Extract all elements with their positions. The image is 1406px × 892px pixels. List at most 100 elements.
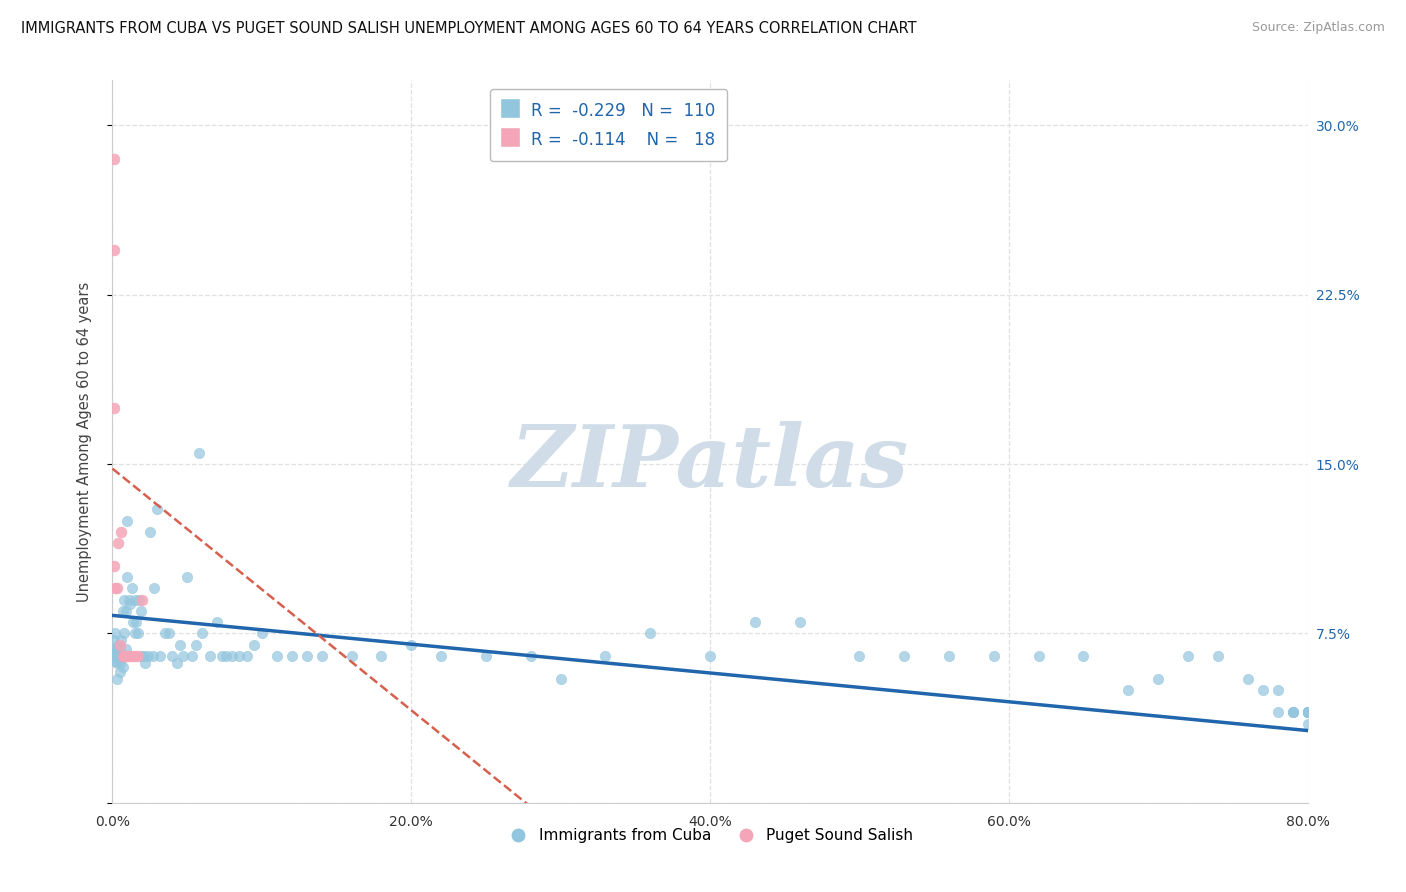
Point	[640, 626, 662, 640]
Point	[143, 582, 166, 596]
Point	[122, 615, 145, 630]
Point	[115, 642, 138, 657]
Point	[1206, 648, 1229, 663]
Point	[1296, 706, 1319, 720]
Point	[103, 633, 125, 648]
Point	[1251, 682, 1274, 697]
Point	[1177, 648, 1199, 663]
Point	[105, 642, 128, 657]
Point	[107, 536, 129, 550]
Point	[117, 570, 139, 584]
Point	[127, 626, 149, 640]
Point	[250, 626, 273, 640]
Point	[266, 648, 288, 663]
Point	[124, 626, 146, 640]
Point	[115, 604, 138, 618]
Point	[146, 502, 169, 516]
Point	[118, 648, 141, 663]
Point	[110, 524, 132, 539]
Point	[103, 558, 125, 573]
Point	[1296, 706, 1319, 720]
Point	[142, 648, 165, 663]
Point	[1296, 706, 1319, 720]
Point	[104, 654, 127, 668]
Point	[117, 648, 139, 663]
Point	[340, 648, 363, 663]
Point	[1281, 706, 1303, 720]
Point	[110, 633, 132, 648]
Point	[180, 648, 202, 663]
Point	[744, 615, 766, 630]
Point	[124, 592, 146, 607]
Point	[893, 648, 915, 663]
Point	[789, 615, 811, 630]
Y-axis label: Unemployment Among Ages 60 to 64 years: Unemployment Among Ages 60 to 64 years	[77, 281, 91, 602]
Point	[848, 648, 870, 663]
Point	[108, 665, 131, 679]
Point	[1296, 706, 1319, 720]
Point	[111, 604, 134, 618]
Point	[134, 656, 156, 670]
Point	[103, 401, 125, 415]
Point	[115, 648, 138, 663]
Point	[475, 648, 498, 663]
Point	[138, 648, 160, 663]
Point	[243, 638, 266, 652]
Point	[176, 570, 198, 584]
Point	[139, 524, 162, 539]
Point	[236, 648, 259, 663]
Point	[104, 582, 127, 596]
Point	[166, 656, 188, 670]
Point	[169, 638, 191, 652]
Point	[108, 642, 131, 657]
Point	[114, 648, 135, 663]
Point	[1267, 682, 1289, 697]
Point	[172, 648, 194, 663]
Text: ZIPatlas: ZIPatlas	[510, 421, 910, 505]
Point	[153, 626, 176, 640]
Point	[127, 648, 149, 663]
Point	[1237, 672, 1260, 686]
Point	[110, 648, 132, 663]
Point	[107, 638, 129, 652]
Point	[121, 648, 143, 663]
Point	[1296, 706, 1319, 720]
Point	[103, 642, 125, 657]
Point	[120, 597, 142, 611]
Legend: Immigrants from Cuba, Puget Sound Salish: Immigrants from Cuba, Puget Sound Salish	[501, 822, 920, 849]
Point	[105, 656, 128, 670]
Point	[401, 638, 423, 652]
Point	[128, 592, 150, 607]
Point	[983, 648, 1005, 663]
Point	[114, 592, 135, 607]
Point	[125, 615, 148, 630]
Text: IMMIGRANTS FROM CUBA VS PUGET SOUND SALISH UNEMPLOYMENT AMONG AGES 60 TO 64 YEAR: IMMIGRANTS FROM CUBA VS PUGET SOUND SALI…	[21, 21, 917, 36]
Point	[938, 648, 960, 663]
Point	[215, 648, 238, 663]
Point	[1296, 706, 1319, 720]
Point	[121, 582, 143, 596]
Point	[1296, 706, 1319, 720]
Point	[103, 648, 125, 663]
Point	[281, 648, 304, 663]
Point	[114, 626, 135, 640]
Point	[103, 153, 125, 167]
Point	[117, 514, 139, 528]
Point	[111, 660, 134, 674]
Point	[105, 582, 128, 596]
Point	[430, 648, 453, 663]
Point	[370, 648, 392, 663]
Point	[550, 672, 572, 686]
Point	[1281, 706, 1303, 720]
Point	[311, 648, 333, 663]
Point	[132, 648, 155, 663]
Point	[162, 648, 183, 663]
Point	[198, 648, 221, 663]
Point	[221, 648, 243, 663]
Text: Source: ZipAtlas.com: Source: ZipAtlas.com	[1251, 21, 1385, 34]
Point	[157, 626, 180, 640]
Point	[188, 446, 211, 460]
Point	[1296, 716, 1319, 731]
Point	[107, 648, 129, 663]
Point	[699, 648, 721, 663]
